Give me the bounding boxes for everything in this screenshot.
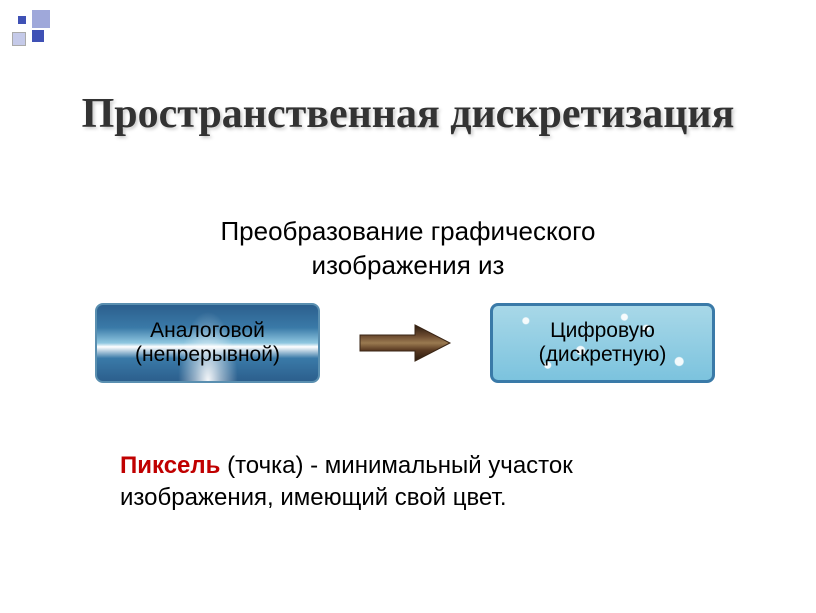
deco-square <box>32 30 44 42</box>
deco-square <box>32 10 50 28</box>
digital-label-1: Цифровую <box>539 319 667 343</box>
arrow-icon <box>350 323 460 363</box>
deco-square <box>18 16 26 24</box>
subtitle-line: Преобразование графического <box>220 216 595 246</box>
analog-box: Аналоговой (непрерывной) <box>95 303 320 383</box>
definition-term: Пиксель <box>120 452 220 479</box>
slide-title: Пространственная дискретизация <box>0 90 816 138</box>
subtitle-line: изображения из <box>312 250 505 280</box>
deco-square <box>12 32 26 46</box>
corner-decoration <box>10 10 60 60</box>
slide-subtitle: Преобразование графического изображения … <box>0 215 816 283</box>
digital-box: Цифровую (дискретную) <box>490 303 715 383</box>
digital-label-2: (дискретную) <box>539 343 667 367</box>
analog-label-1: Аналоговой <box>135 319 280 343</box>
analog-label-2: (непрерывной) <box>135 343 280 367</box>
pixel-definition: Пиксель (точка) - минимальный участок из… <box>120 450 700 515</box>
transformation-diagram: Аналоговой (непрерывной) Цифровую (дискр… <box>95 298 715 388</box>
